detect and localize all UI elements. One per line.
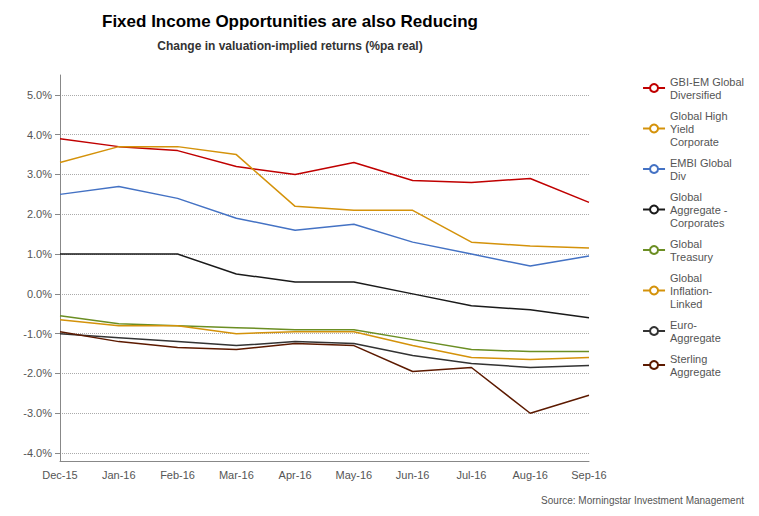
svg-text:-4.0%: -4.0% [23,447,52,459]
svg-text:Global: Global [670,272,702,284]
svg-text:Apr-16: Apr-16 [279,469,312,481]
svg-text:Inflation-: Inflation- [670,285,713,297]
svg-text:Linked: Linked [670,298,702,310]
svg-text:EMBI Global: EMBI Global [670,157,732,169]
svg-text:-2.0%: -2.0% [23,367,52,379]
svg-text:-1.0%: -1.0% [23,328,52,340]
svg-text:GBI-EM Global: GBI-EM Global [670,76,744,88]
svg-text:Aggregate: Aggregate [670,366,721,378]
svg-text:Sep-16: Sep-16 [571,469,606,481]
svg-text:Corporate: Corporate [670,136,719,148]
svg-text:Diversified: Diversified [670,89,721,101]
svg-text:Jul-16: Jul-16 [456,469,486,481]
svg-text:Mar-16: Mar-16 [219,469,254,481]
svg-text:Aggregate -: Aggregate - [670,204,728,216]
svg-text:May-16: May-16 [336,469,373,481]
svg-text:Jan-16: Jan-16 [102,469,136,481]
svg-text:Sterling: Sterling [670,353,707,365]
svg-text:Jun-16: Jun-16 [396,469,430,481]
svg-text:0.0%: 0.0% [27,288,52,300]
svg-text:Euro-: Euro- [670,319,697,331]
svg-text:Global High: Global High [670,110,727,122]
svg-text:3.0%: 3.0% [27,168,52,180]
svg-text:Div: Div [670,170,686,182]
svg-text:4.0%: 4.0% [27,129,52,141]
svg-text:Treasury: Treasury [670,251,713,263]
svg-text:Corporates: Corporates [670,217,725,229]
svg-text:Dec-15: Dec-15 [42,469,77,481]
svg-text:Source: Morningstar Investment: Source: Morningstar Investment Managemen… [541,495,744,506]
svg-text:1.0%: 1.0% [27,248,52,260]
svg-text:Feb-16: Feb-16 [160,469,195,481]
svg-text:Aug-16: Aug-16 [512,469,547,481]
svg-text:-3.0%: -3.0% [23,407,52,419]
svg-text:Global: Global [670,238,702,250]
svg-text:5.0%: 5.0% [27,89,52,101]
svg-text:Global: Global [670,191,702,203]
svg-text:Aggregate: Aggregate [670,332,721,344]
svg-text:2.0%: 2.0% [27,208,52,220]
svg-text:Yield: Yield [670,123,694,135]
svg-text:Fixed Income Opportunities are: Fixed Income Opportunities are also Redu… [102,12,478,31]
svg-text:Change in valuation-implied re: Change in valuation-implied returns (%pa… [157,39,422,53]
